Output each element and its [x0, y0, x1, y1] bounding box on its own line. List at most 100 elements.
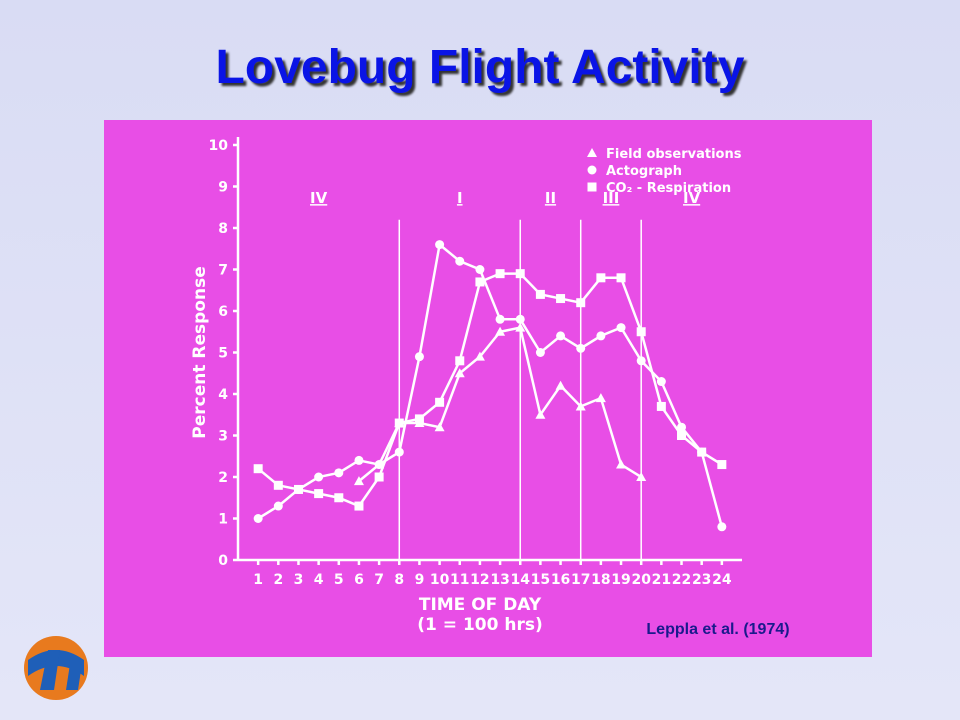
- point: [334, 493, 344, 503]
- point: [455, 256, 465, 266]
- legend-label: Actograph: [606, 164, 682, 179]
- x-tick-label: 21: [652, 572, 671, 588]
- point: [354, 455, 364, 465]
- legend-label: Field observations: [606, 147, 742, 162]
- point: [515, 322, 526, 332]
- point: [636, 327, 646, 337]
- x-tick-label: 18: [591, 572, 610, 588]
- point: [535, 409, 546, 419]
- point: [616, 323, 626, 333]
- point: [596, 331, 606, 341]
- x-tick-label: 3: [294, 572, 304, 588]
- phase-label: IV: [310, 189, 328, 207]
- y-tick-label: 3: [218, 429, 228, 445]
- y-tick-label: 1: [218, 512, 228, 528]
- slide-title: Lovebug Flight Activity: [215, 41, 745, 94]
- x-tick-label: 11: [450, 572, 469, 588]
- point: [596, 273, 606, 283]
- x-tick-label: 22: [672, 572, 691, 588]
- point: [475, 265, 485, 274]
- point: [314, 472, 324, 482]
- point: [374, 472, 384, 482]
- point: [616, 459, 627, 469]
- y-tick-label: 5: [218, 346, 228, 362]
- x-tick-label: 19: [611, 572, 630, 588]
- x-tick-label: 20: [631, 572, 651, 588]
- point: [495, 269, 505, 279]
- point: [697, 447, 707, 457]
- x-tick-label: 6: [354, 572, 364, 588]
- x-tick-label: 24: [712, 572, 732, 588]
- point: [495, 314, 505, 324]
- point: [353, 476, 364, 486]
- y-tick-label: 0: [218, 553, 228, 569]
- phase-label: IV: [683, 189, 701, 207]
- point: [293, 484, 303, 494]
- point: [556, 294, 566, 304]
- point: [636, 356, 646, 366]
- x-tick-label: 10: [430, 572, 450, 588]
- point: [334, 468, 344, 478]
- point: [454, 368, 465, 378]
- y-tick-label: 6: [218, 304, 228, 320]
- point: [656, 377, 666, 387]
- x-tick-label: 12: [470, 572, 489, 588]
- x-tick-label: 13: [490, 572, 509, 588]
- point: [656, 401, 666, 411]
- point: [253, 514, 263, 523]
- y-tick-label: 7: [218, 263, 228, 279]
- legend-marker: [587, 182, 597, 192]
- point: [435, 240, 445, 250]
- point: [717, 522, 727, 532]
- citation: Leppla et al. (1974): [646, 621, 789, 638]
- phase-label: III: [603, 189, 620, 207]
- point: [273, 480, 283, 490]
- x-tick-label: 4: [314, 572, 324, 588]
- point: [535, 348, 545, 357]
- y-tick-label: 8: [218, 221, 228, 237]
- point: [455, 356, 465, 366]
- point: [636, 472, 647, 481]
- point: [414, 352, 424, 362]
- legend-marker: [587, 148, 597, 157]
- y-tick-label: 9: [218, 180, 228, 196]
- point: [354, 501, 364, 511]
- x-tick-label: 7: [374, 572, 384, 588]
- y-tick-label: 4: [218, 387, 228, 403]
- point: [717, 460, 727, 470]
- point: [414, 414, 424, 424]
- photo-panel: [104, 120, 872, 657]
- legend-label: CO₂ - Respiration: [606, 181, 731, 196]
- point: [555, 380, 566, 390]
- point: [474, 351, 485, 361]
- point: [253, 464, 263, 474]
- x-tick-label: 16: [551, 572, 570, 588]
- x-axis-note: (1 = 100 hrs): [417, 615, 542, 635]
- point: [677, 431, 687, 440]
- point: [435, 397, 445, 407]
- point: [535, 289, 545, 299]
- point: [495, 326, 506, 336]
- point: [273, 501, 283, 511]
- y-tick-label: 2: [218, 470, 228, 486]
- x-tick-label: 9: [415, 572, 425, 588]
- point: [677, 422, 687, 432]
- x-tick-label: 2: [273, 572, 283, 588]
- phase-label: I: [457, 189, 463, 207]
- point: [374, 460, 384, 470]
- x-tick-label: 5: [334, 572, 344, 588]
- point: [434, 422, 445, 432]
- point: [595, 393, 606, 403]
- y-tick-label: 10: [209, 138, 229, 154]
- point: [394, 418, 404, 428]
- x-tick-label: 23: [692, 572, 711, 588]
- point: [394, 447, 404, 457]
- point: [576, 298, 586, 308]
- point: [616, 273, 626, 283]
- point: [515, 269, 525, 279]
- x-tick-label: 15: [531, 572, 550, 588]
- x-axis-label: TIME OF DAY: [419, 595, 542, 615]
- point: [576, 343, 586, 353]
